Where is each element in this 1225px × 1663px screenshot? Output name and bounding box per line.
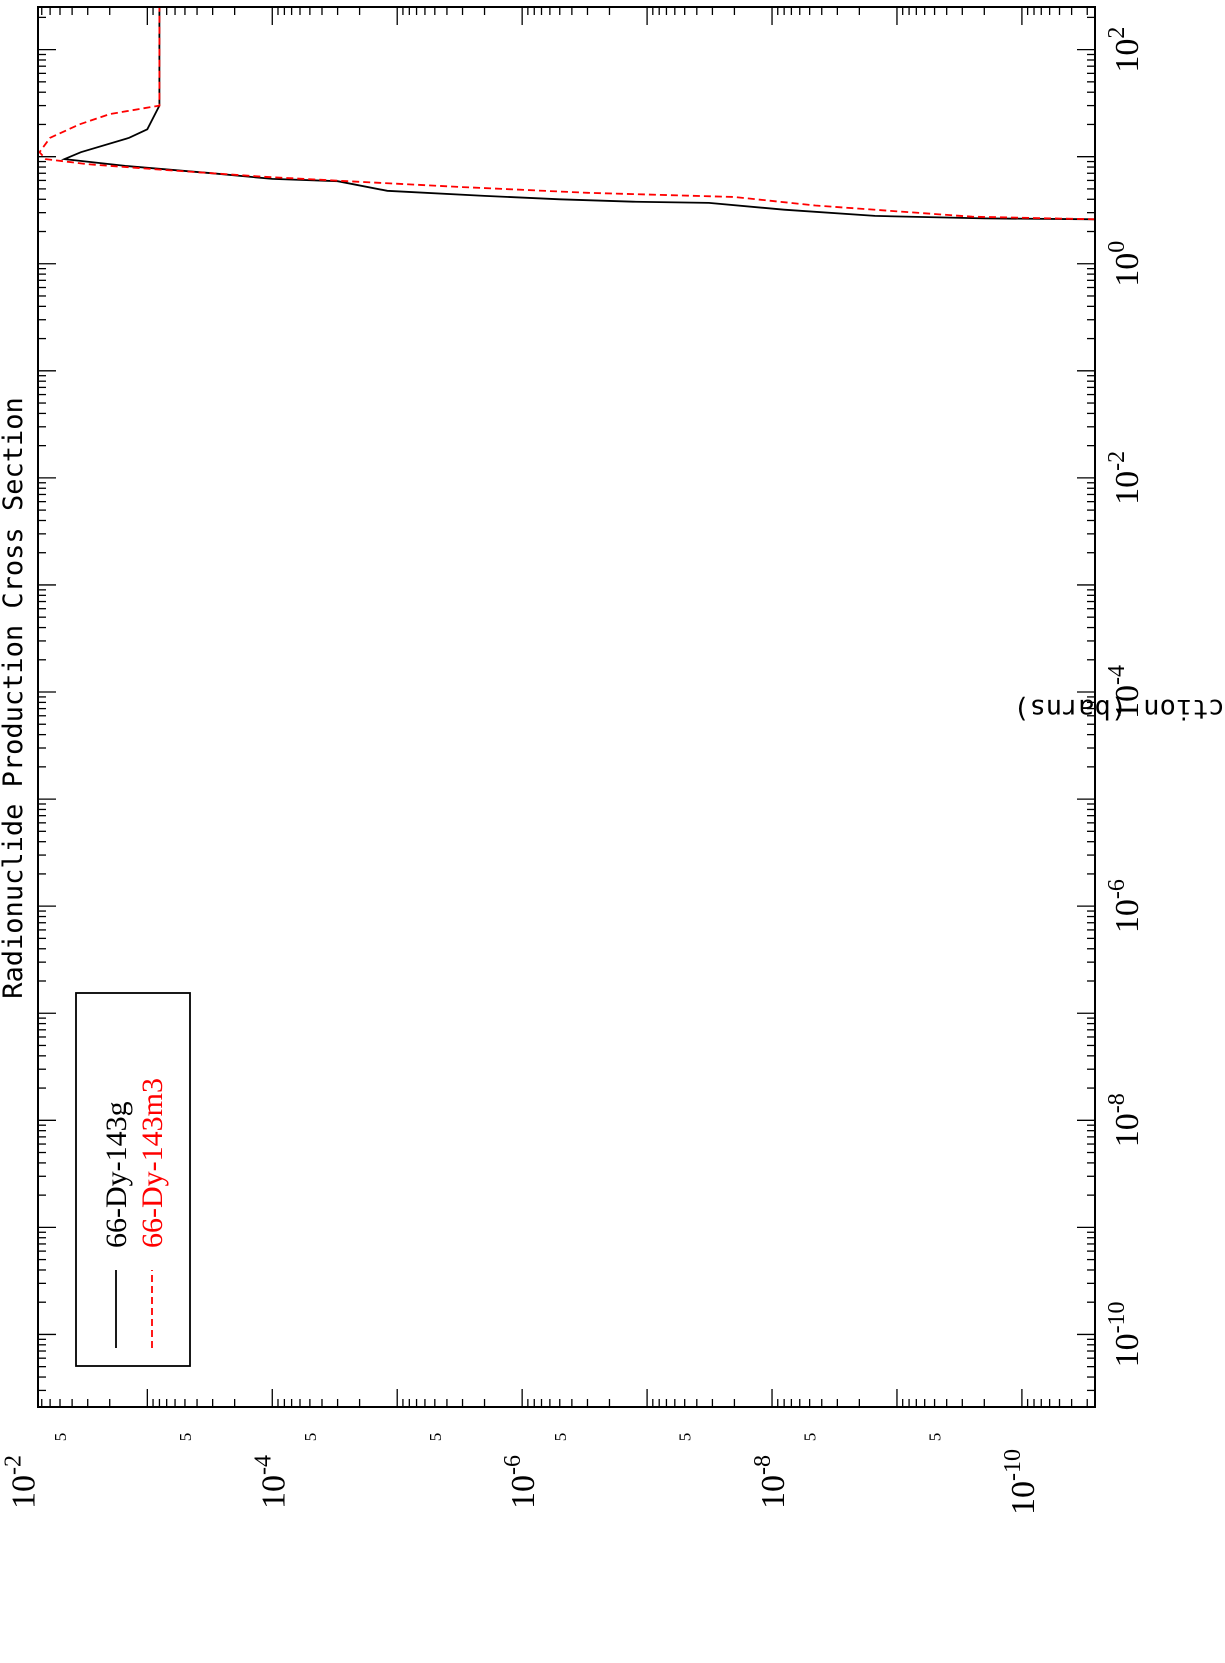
- y-minor-label: 5: [551, 1433, 570, 1442]
- series-line-2: [38, 7, 1096, 221]
- legend-box: [75, 992, 191, 1367]
- x-tick-label: 10-8: [1104, 1093, 1146, 1147]
- y-minor-label: 5: [301, 1433, 320, 1442]
- plot-frame: [37, 6, 1096, 1408]
- series-line-1: [60, 7, 1096, 221]
- y-minor-label: 5: [51, 1433, 70, 1442]
- chart-title: Radionuclide Production Cross Section: [0, 397, 29, 998]
- x-tick-label: 100: [1104, 241, 1146, 287]
- y-tick-label: 10-4: [250, 1455, 292, 1509]
- y-tick-label: 10-6: [500, 1455, 542, 1509]
- x-tick-label: 102: [1104, 27, 1146, 73]
- x-tick-label: 10-2: [1104, 451, 1146, 505]
- x-tick-label: 10-10: [1104, 1301, 1146, 1367]
- y-tick-label: 10-10: [1000, 1449, 1042, 1515]
- series-layer: [38, 7, 1096, 221]
- x-tick-label: 10-6: [1104, 879, 1146, 933]
- minor-ticks: [38, 7, 1095, 1407]
- y-minor-label: 5: [926, 1433, 945, 1442]
- major-ticks: [38, 7, 1095, 1407]
- y-tick-label: 10-8: [750, 1455, 792, 1509]
- y-minor-label: 5: [676, 1433, 695, 1442]
- legend-label-2: 66-Dy-143m3: [136, 1078, 169, 1248]
- y-axis-label: Cross Section (barns): [1013, 693, 1225, 724]
- y-tick-label: 10-2: [0, 1455, 42, 1509]
- y-minor-label: 5: [176, 1433, 195, 1442]
- y-minor-label: 5: [426, 1433, 445, 1442]
- legend-label-1: 66-Dy-143g: [100, 1101, 133, 1248]
- y-minor-label: 5: [801, 1433, 820, 1442]
- legend: 66-Dy-143g 66-Dy-143m3: [75, 992, 191, 1367]
- x-tick-label: 10-4: [1104, 665, 1146, 719]
- tick-labels: 10-10 10-8 10-6 10-4 10-2 100 102 10-10 10-8 10-6…: [0, 27, 1146, 1515]
